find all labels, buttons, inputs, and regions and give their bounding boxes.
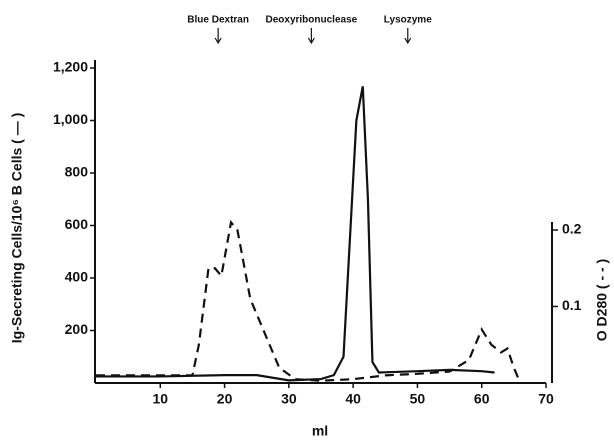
x-tick-label: 50	[410, 391, 426, 407]
series-line	[96, 219, 522, 384]
x-tick-label: 20	[217, 391, 233, 407]
x-tick-label: 40	[345, 391, 361, 407]
annotation: Blue Dextran	[187, 15, 249, 26]
x-axis-label: ml	[312, 423, 328, 439]
y-tick-label: 1,200	[53, 59, 88, 75]
y-tick-label: 1,000	[53, 111, 88, 127]
x-tick-label: 10	[152, 391, 168, 407]
x-tick-label: 60	[474, 391, 490, 407]
annotation-arrowhead	[404, 37, 412, 45]
y-axis-label: Ig-Secreting Cells/10⁶ B Cells ( — )	[9, 113, 25, 344]
series-line	[96, 86, 495, 382]
y2-axis-label: O D280 ( - - )	[594, 259, 610, 341]
y-tick-label: 400	[65, 269, 89, 285]
annotation-arrowhead	[307, 37, 315, 45]
y-tick-label: 600	[65, 216, 89, 232]
annotation: Lysozyme	[384, 15, 432, 26]
y-tick-label: 800	[65, 164, 89, 180]
y2-tick-label: 0.2	[562, 221, 582, 237]
annotation-arrowhead	[214, 37, 222, 45]
annotation: Deoxyribonuclease	[265, 15, 357, 26]
y2-tick-label: 0.1	[562, 297, 582, 313]
x-tick-label: 70	[538, 391, 554, 407]
x-tick-label: 30	[281, 391, 297, 407]
y-tick-label: 200	[65, 321, 89, 337]
